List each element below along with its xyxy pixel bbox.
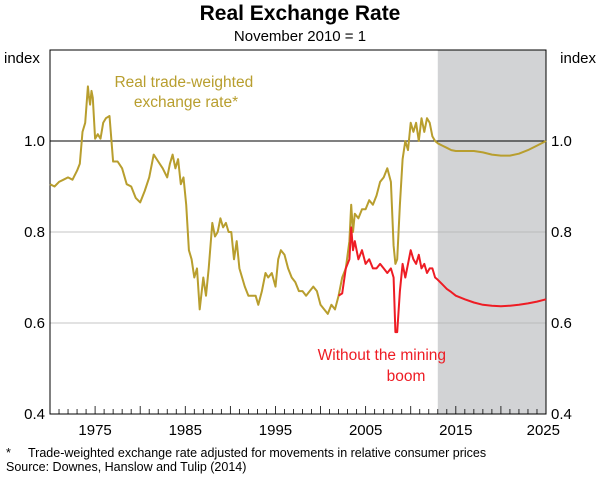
series-line-mining: [338, 226, 547, 334]
x-tick-label: 2025: [527, 422, 560, 439]
y-axis-label-right: index: [560, 50, 596, 67]
y-tick-label-left: 0.4: [24, 406, 45, 423]
line-chart: 1975 1985 1995 2005 2015 2025 0.4 0.4 0.6 0.6 0.8…: [4, 49, 597, 439]
series-line-twi: [49, 85, 547, 315]
footnote: * Trade-weighted exchange rate adjusted …: [6, 446, 596, 474]
series-label-twi: Real trade-weighted exchange rate*: [114, 74, 257, 111]
y-axis-label-left: index: [4, 50, 40, 67]
x-axis: 1975 1985 1995 2005 2015 2025: [58, 406, 560, 439]
y-tick-label-left: 0.8: [24, 224, 45, 241]
y-tick-label-left: 0.6: [24, 315, 45, 332]
y-tick-label-left: 1.0: [24, 133, 45, 150]
x-tick-label: 1975: [78, 422, 111, 439]
x-tick-label: 2015: [439, 422, 472, 439]
y-tick-label-right: 0.4: [551, 406, 572, 423]
series-label-twi-line-1: Real trade-weighted: [114, 74, 253, 91]
source-note: Source: Downes, Hanslow and Tulip (2014): [6, 460, 247, 474]
series-label-mining-line-1: Without the mining: [318, 347, 446, 364]
y-axes: 0.4 0.4 0.6 0.6 0.8 0.8 1.0 1.0: [24, 133, 572, 423]
series-label-twi-line-2: exchange rate*: [134, 94, 238, 111]
x-tick-label: 1985: [169, 422, 202, 439]
x-tick-label: 1995: [259, 422, 292, 439]
y-tick-label-right: 1.0: [551, 133, 572, 150]
plot-frame: [49, 49, 547, 415]
footnote-marker: *: [6, 446, 11, 460]
x-tick-label: 2005: [349, 422, 382, 439]
series-label-mining: Without the mining boom: [318, 347, 451, 385]
y-tick-label-right: 0.8: [551, 224, 572, 241]
chart-title: Real Exchange Rate: [199, 2, 401, 25]
y-tick-label-right: 0.6: [551, 315, 572, 332]
footnote-text: Trade-weighted exchange rate adjusted fo…: [28, 446, 487, 460]
chart-subtitle: November 2010 = 1: [233, 28, 367, 45]
series-label-mining-line-2: boom: [387, 368, 426, 385]
